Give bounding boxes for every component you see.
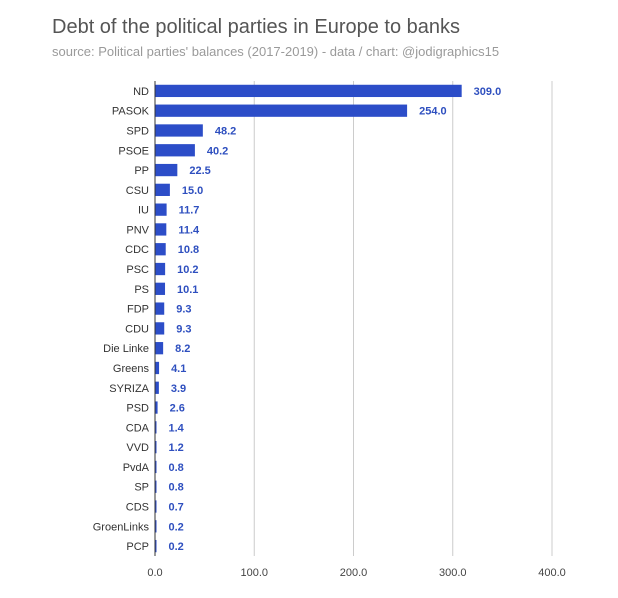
category-labels: ND PASOK SPD PSOE PP CSU IU PNV CDC PSC PS FDP CDU Di… [93,86,150,553]
category-label: PASOK [112,106,150,118]
category-label: Greens [113,363,150,375]
value-label: 0.8 [169,462,184,474]
category-label: GroenLinks [93,521,150,533]
category-label: Die Linke [103,343,149,355]
bar [155,223,167,236]
x-tick-label: 0.0 [147,567,162,579]
x-tick-label: 300.0 [439,567,467,579]
bar [155,302,165,315]
value-label: 40.2 [207,145,228,157]
bar [155,84,462,98]
x-tick-label: 400.0 [538,567,566,579]
bar [155,243,166,256]
bar [155,183,170,196]
x-tick-label: 100.0 [240,567,268,579]
bar [155,282,166,295]
bar [155,480,157,493]
chart-subtitle: source: Political parties' balances (201… [52,44,500,59]
chart-title: Debt of the political parties in Europe … [52,16,461,38]
category-label: CSU [126,185,149,197]
category-label: SYRIZA [109,383,149,395]
bar [155,262,166,276]
value-label: 1.4 [169,422,185,434]
category-label: PS [134,284,149,296]
bar [155,322,165,335]
category-label: IU [138,205,149,217]
value-label: 1.2 [169,442,184,454]
category-label: CDC [125,244,149,256]
value-label: 4.1 [171,363,186,375]
category-label: SPD [126,125,149,137]
category-label: PSOE [118,145,149,157]
bar [155,361,160,375]
value-label: 9.3 [176,304,191,316]
bar [155,539,157,553]
value-labels: 309.0 254.0 48.2 40.2 22.5 15.0 11.7 11.4 10.8 10… [169,86,502,553]
bar [155,460,157,474]
value-label: 3.9 [171,383,186,395]
gridlines [253,81,553,556]
value-label: 11.4 [178,224,200,236]
value-label: 8.2 [175,343,190,355]
category-label: PCP [126,541,149,553]
value-label: 10.1 [177,284,198,296]
value-label: 9.3 [176,323,191,335]
bar [155,144,195,157]
value-label: 309.0 [474,86,502,98]
value-label: 48.2 [215,125,236,137]
value-label: 0.2 [169,541,184,553]
value-label: 22.5 [189,165,210,177]
category-label: CDA [126,422,150,434]
category-label: FDP [127,304,149,316]
bar [155,203,167,216]
bar [155,441,157,454]
category-label: SP [134,482,149,494]
bar [155,381,159,394]
category-label: PSC [126,264,149,276]
value-label: 15.0 [182,185,203,197]
value-label: 10.2 [177,264,198,276]
value-label: 254.0 [419,106,447,118]
value-label: 10.8 [178,244,199,256]
category-label: ND [133,86,149,98]
category-label: PNV [126,224,149,236]
bar [155,500,157,513]
bar [155,421,157,434]
value-label: 0.2 [169,521,184,533]
category-label: PP [134,165,149,177]
value-label: 0.7 [169,502,184,514]
x-axis-ticks: 0.0 100.0 200.0 300.0 400.0 [147,567,565,579]
bars [155,84,462,553]
value-label: 11.7 [179,205,200,217]
bar [155,104,408,117]
category-label: PSD [126,403,149,415]
value-label: 0.8 [169,482,184,494]
bar [155,124,203,137]
x-tick-label: 200.0 [340,567,368,579]
category-label: PvdA [123,462,150,474]
bar [155,342,164,355]
category-label: CDU [125,323,149,335]
value-label: 2.6 [170,403,185,415]
bar [155,163,178,177]
category-label: VVD [126,442,149,454]
bar [155,401,158,414]
bar [155,520,157,533]
category-label: CDS [126,502,149,514]
